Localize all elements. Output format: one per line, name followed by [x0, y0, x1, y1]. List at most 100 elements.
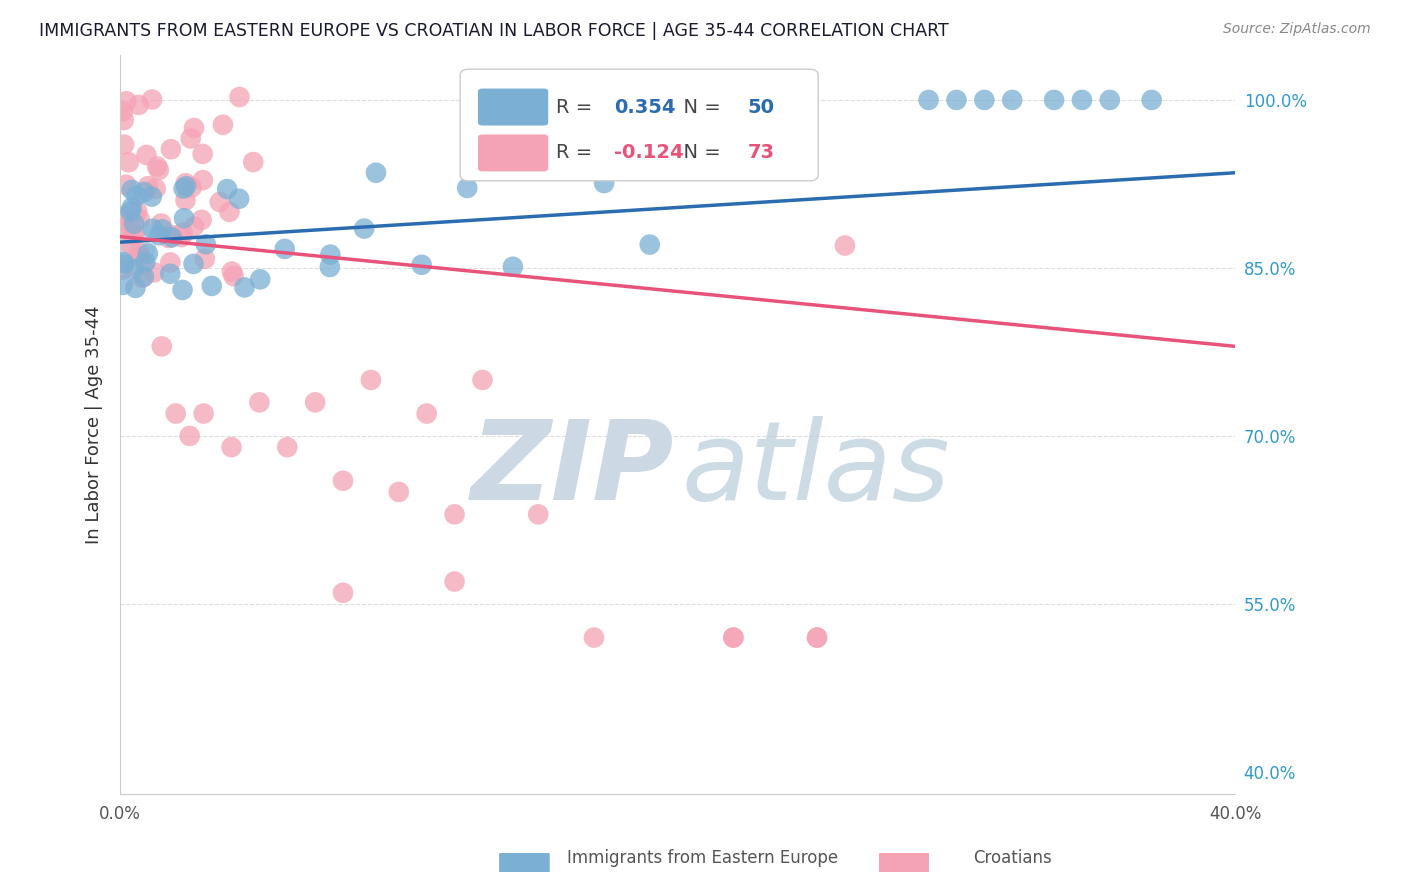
Point — [443, 508, 465, 522]
Point — [332, 586, 354, 600]
Point — [208, 194, 231, 209]
FancyBboxPatch shape — [478, 135, 548, 171]
Point — [141, 189, 163, 203]
Point — [222, 269, 245, 284]
Point — [128, 212, 150, 227]
Text: R =: R = — [555, 144, 599, 162]
Point — [135, 148, 157, 162]
Point — [443, 574, 465, 589]
Point — [114, 220, 136, 235]
Point — [228, 90, 250, 104]
Point — [191, 147, 214, 161]
Point — [120, 237, 142, 252]
Point — [148, 228, 170, 243]
Point — [1140, 93, 1163, 107]
Text: 50: 50 — [748, 97, 775, 117]
Point — [1098, 93, 1121, 107]
Point — [183, 120, 205, 135]
Point — [150, 339, 173, 353]
Point — [319, 260, 342, 274]
Point — [456, 181, 478, 195]
Point — [112, 137, 135, 152]
Text: 73: 73 — [748, 144, 775, 162]
Point — [247, 395, 270, 409]
Point — [122, 261, 145, 276]
Point — [112, 257, 135, 271]
Text: Source: ZipAtlas.com: Source: ZipAtlas.com — [1223, 22, 1371, 37]
Point — [150, 217, 173, 231]
Point — [141, 93, 163, 107]
Text: R =: R = — [555, 97, 599, 117]
Point — [157, 231, 180, 245]
Point — [180, 131, 202, 145]
Point — [364, 166, 387, 180]
Point — [152, 222, 174, 236]
Point — [242, 155, 264, 169]
Point — [136, 179, 159, 194]
Point — [129, 250, 152, 264]
Point — [121, 183, 143, 197]
Point — [415, 407, 437, 421]
Point — [127, 204, 149, 219]
Point — [125, 189, 148, 203]
Point — [111, 104, 134, 119]
Point — [1071, 93, 1094, 107]
Point — [136, 246, 159, 260]
Text: 0.354: 0.354 — [614, 97, 675, 117]
Text: N =: N = — [671, 144, 727, 162]
Point — [527, 508, 550, 522]
Point — [353, 221, 375, 235]
Point — [502, 260, 524, 274]
Point — [118, 155, 141, 169]
Point — [276, 440, 298, 454]
Point — [249, 272, 271, 286]
Point — [124, 227, 146, 242]
Point — [145, 182, 167, 196]
Point — [723, 631, 745, 645]
Point — [132, 185, 155, 199]
Point — [194, 252, 217, 266]
Point — [1043, 93, 1066, 107]
Point — [115, 178, 138, 192]
Point — [111, 277, 134, 292]
Point — [122, 217, 145, 231]
Point — [128, 245, 150, 260]
Point — [148, 163, 170, 178]
Point — [723, 631, 745, 645]
Point — [319, 247, 342, 261]
Point — [274, 242, 297, 256]
Point — [174, 176, 197, 190]
Point — [143, 265, 166, 279]
Point — [142, 221, 165, 235]
Point — [973, 93, 995, 107]
Point — [806, 631, 828, 645]
FancyBboxPatch shape — [478, 88, 548, 126]
FancyBboxPatch shape — [499, 853, 550, 872]
Point — [233, 280, 256, 294]
Text: ZIP: ZIP — [471, 416, 675, 523]
Point — [179, 429, 201, 443]
Point — [159, 255, 181, 269]
Point — [131, 271, 153, 285]
Point — [388, 485, 411, 500]
Point — [159, 267, 181, 281]
Point — [132, 269, 155, 284]
Point — [160, 230, 183, 244]
Point — [190, 212, 212, 227]
Point — [160, 142, 183, 156]
Point — [183, 219, 205, 234]
Point — [110, 236, 132, 251]
Point — [201, 279, 224, 293]
Point — [218, 205, 240, 219]
Point — [165, 407, 187, 421]
Point — [304, 395, 326, 409]
Text: IMMIGRANTS FROM EASTERN EUROPE VS CROATIAN IN LABOR FORCE | AGE 35-44 CORRELATIO: IMMIGRANTS FROM EASTERN EUROPE VS CROATI… — [39, 22, 949, 40]
Point — [593, 176, 616, 190]
Point — [1001, 93, 1024, 107]
FancyBboxPatch shape — [879, 853, 929, 872]
Point — [332, 474, 354, 488]
Text: Immigrants from Eastern Europe: Immigrants from Eastern Europe — [568, 849, 838, 867]
Point — [547, 154, 569, 169]
Point — [221, 264, 243, 278]
Point — [120, 204, 142, 219]
